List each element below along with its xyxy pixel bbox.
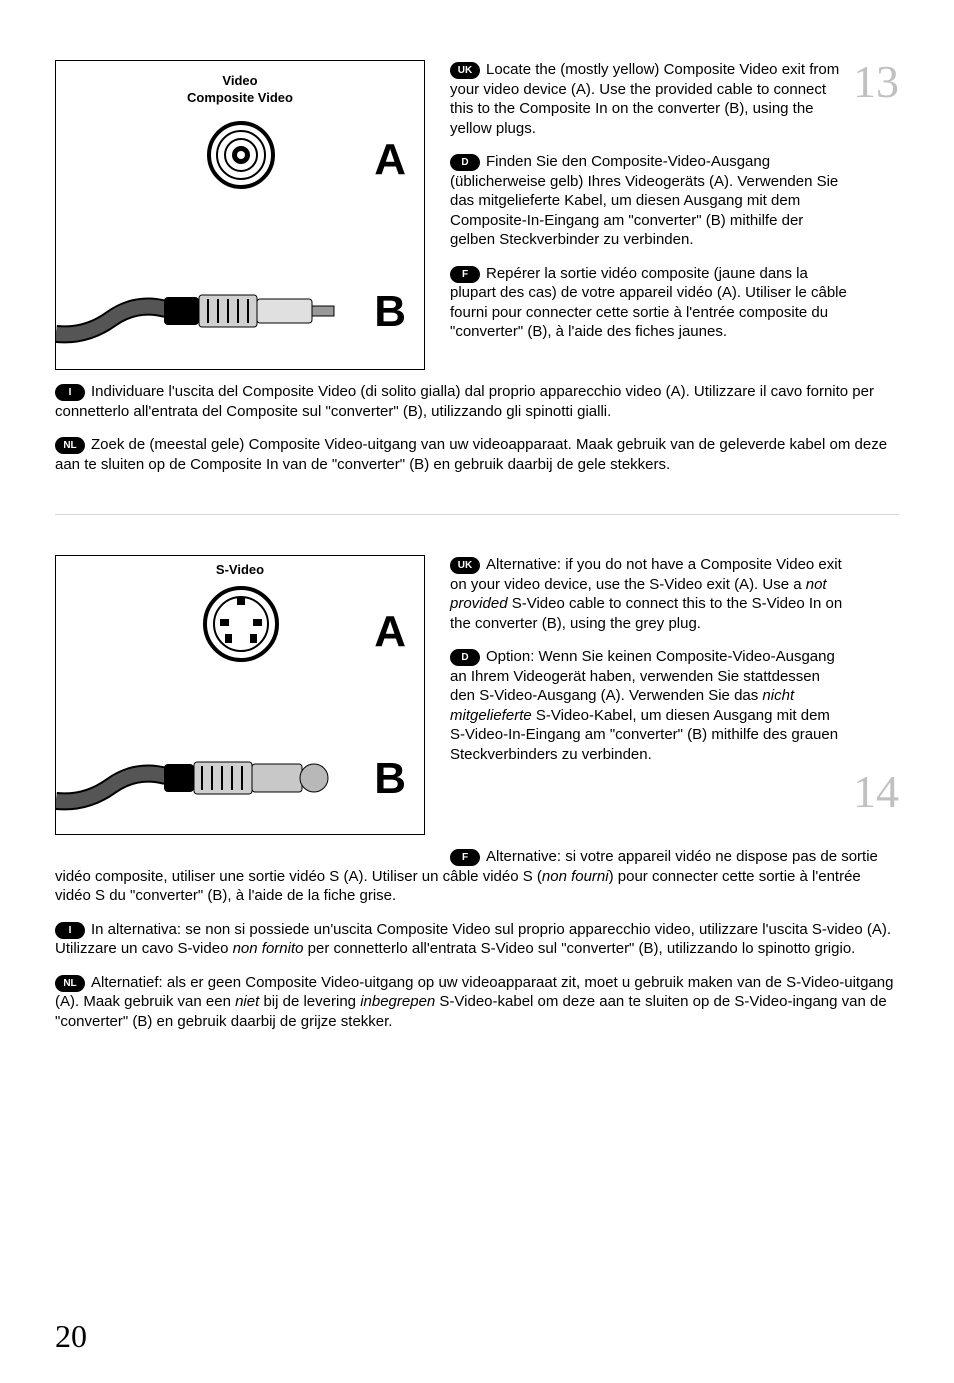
svideo-jack-icon <box>196 579 286 669</box>
text-14-uk-pre: Alternative: if you do not have a Compos… <box>450 556 842 593</box>
step-13-top-row: Video Composite Video A <box>55 60 899 370</box>
para-14-f: FAlternative: si votre appareil vidéo ne… <box>55 847 899 906</box>
badge-f-2: F <box>450 849 480 866</box>
step-13-below-text: IIndividuare l'uscita del Composite Vide… <box>55 382 899 474</box>
figure-13-line2: Composite Video <box>187 90 293 105</box>
badge-f: F <box>450 266 480 283</box>
para-14-i: IIn alternativa: se non si possiede un'u… <box>55 920 899 959</box>
para-13-f: FRepérer la sortie vidéo composite (jaun… <box>450 264 849 342</box>
step-number-14: 14 <box>853 765 899 818</box>
text-13-uk: Locate the (mostly yellow) Composite Vid… <box>450 61 839 137</box>
text-14-nl-italic1: niet <box>235 993 259 1010</box>
step-14-right-text: UKAlternative: if you do not have a Comp… <box>450 555 899 835</box>
label-a-14: A <box>374 607 406 657</box>
badge-uk-2: UK <box>450 557 480 574</box>
figure-s-video: S-Video A <box>55 555 425 835</box>
figure-13-title: Video Composite Video <box>56 61 424 107</box>
text-14-nl-italic2: inbegrepen <box>360 993 435 1010</box>
page-number: 20 <box>55 1318 87 1355</box>
badge-d-2: D <box>450 649 480 666</box>
text-13-f: Repérer la sortie vidéo composite (jaune… <box>450 265 847 341</box>
label-b-14: B <box>374 754 406 804</box>
step-13-right-text: UKLocate the (mostly yellow) Composite V… <box>450 60 899 370</box>
step-number-13: 13 <box>853 55 899 108</box>
para-14-nl: NLAlternatief: als er geen Composite Vid… <box>55 973 899 1032</box>
svideo-cable-icon <box>56 746 336 816</box>
figure-14-title: S-Video <box>56 556 424 579</box>
text-14-i-italic: non fornito <box>233 940 304 957</box>
badge-i: I <box>55 384 85 401</box>
section-divider <box>55 514 899 515</box>
badge-d: D <box>450 154 480 171</box>
para-14-d: DOption: Wenn Sie keinen Composite-Video… <box>450 647 849 764</box>
text-14-i-post: per connetterlo all'entrata S-Video sul … <box>303 940 855 957</box>
figure-13-line1: Video <box>222 73 257 88</box>
para-14-uk: UKAlternative: if you do not have a Comp… <box>450 555 849 633</box>
text-14-nl-mid: bij de levering <box>259 993 360 1010</box>
text-14-f-italic: non fourni <box>542 868 609 885</box>
step-14-top-row: S-Video A <box>55 555 899 835</box>
step-13-section: 13 Video Composite Video A <box>55 60 899 474</box>
rca-jack-icon <box>201 115 281 195</box>
label-b-13: B <box>374 287 406 337</box>
para-13-d: DFinden Sie den Composite-Video-Ausgang … <box>450 152 849 250</box>
badge-i-2: I <box>55 922 85 939</box>
figure-14-content: A B <box>56 579 424 834</box>
text-14-uk-post: S-Video cable to connect this to the S-V… <box>450 595 842 632</box>
para-13-i: IIndividuare l'uscita del Composite Vide… <box>55 382 899 421</box>
step-14-below-text: FAlternative: si votre appareil vidéo ne… <box>55 847 899 1031</box>
cable-plug-icon <box>56 279 336 349</box>
text-13-d: Finden Sie den Composite-Video-Ausgang (… <box>450 153 838 248</box>
figure-13-content: A B <box>56 107 424 369</box>
text-13-i: Individuare l'uscita del Composite Video… <box>55 383 874 420</box>
step-14-section: 14 S-Video A <box>55 555 899 1031</box>
badge-uk: UK <box>450 62 480 79</box>
badge-nl-2: NL <box>55 975 85 992</box>
label-a-13: A <box>374 135 406 185</box>
para-13-nl: NLZoek de (meestal gele) Composite Video… <box>55 435 899 474</box>
badge-nl: NL <box>55 437 85 454</box>
para-13-uk: UKLocate the (mostly yellow) Composite V… <box>450 60 849 138</box>
figure-composite-video: Video Composite Video A <box>55 60 425 370</box>
text-13-nl: Zoek de (meestal gele) Composite Video-u… <box>55 436 887 473</box>
